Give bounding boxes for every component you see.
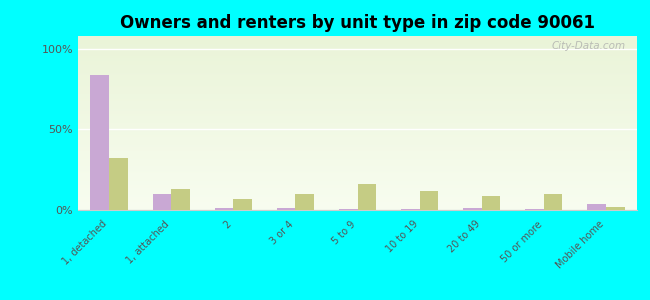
Bar [420, 191, 438, 210]
Bar [401, 209, 420, 210]
Bar [588, 204, 606, 210]
Bar [233, 199, 252, 210]
Bar [544, 194, 562, 210]
Bar [90, 75, 109, 210]
Bar [463, 208, 482, 210]
Bar [339, 209, 358, 210]
Bar [153, 194, 171, 210]
Bar [606, 207, 625, 210]
Bar [482, 196, 500, 210]
Bar [525, 209, 544, 210]
Bar [214, 208, 233, 210]
Bar [109, 158, 127, 210]
Bar [358, 184, 376, 210]
Text: City-Data.com: City-Data.com [552, 41, 626, 51]
Bar [171, 189, 190, 210]
Title: Owners and renters by unit type in zip code 90061: Owners and renters by unit type in zip c… [120, 14, 595, 32]
Bar [295, 194, 314, 210]
Bar [277, 208, 295, 210]
